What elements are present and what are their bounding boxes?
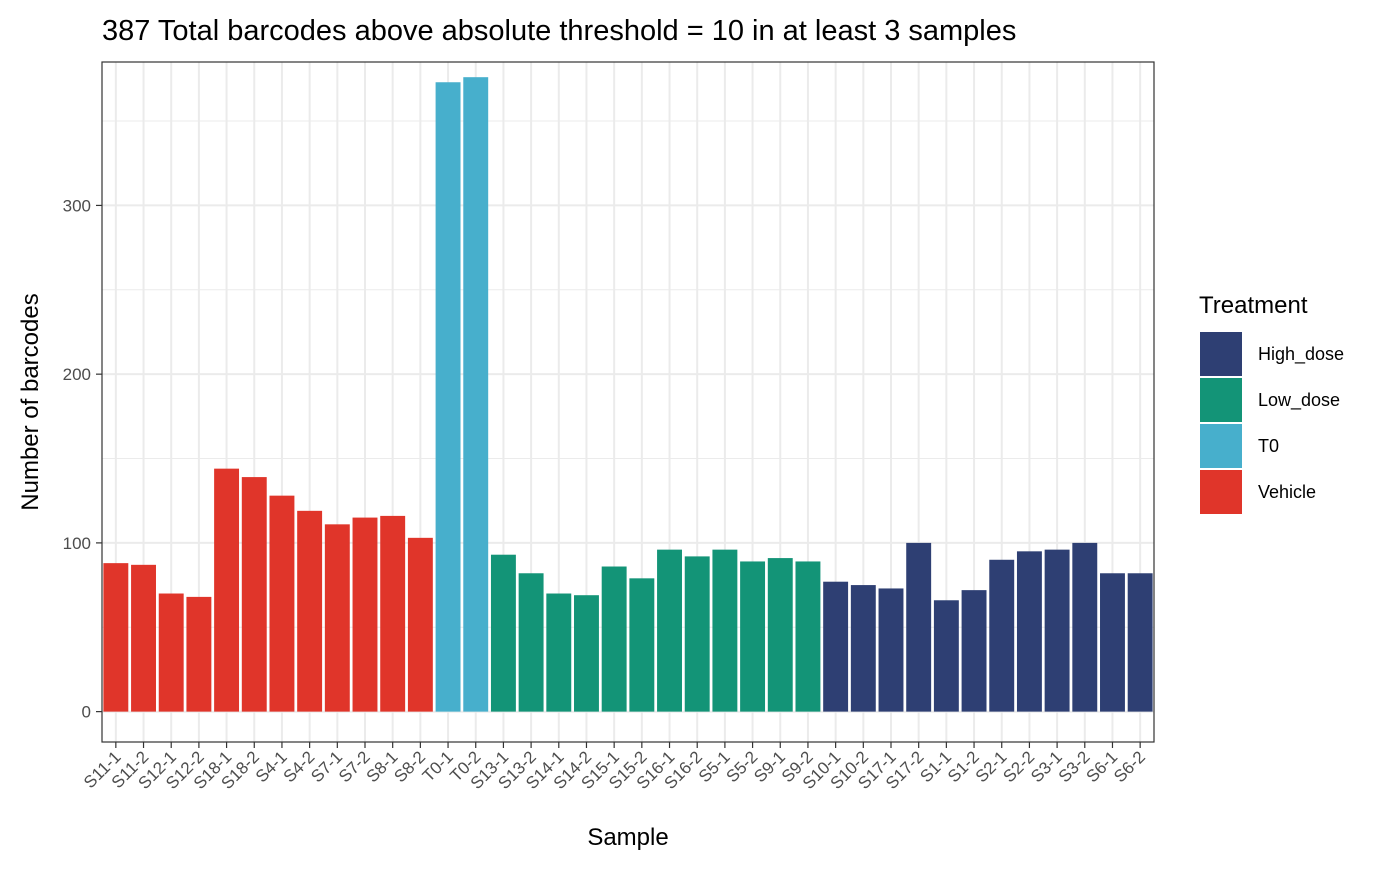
bar-S6-2 (1127, 573, 1153, 712)
y-axis: 0 100 200 300 (63, 196, 102, 722)
bar-S5-1 (712, 549, 738, 712)
bar-S14-1 (546, 593, 572, 712)
bar-S16-2 (684, 556, 710, 712)
bar-S17-2 (906, 542, 932, 712)
legend-swatch-Low_dose (1200, 378, 1242, 422)
y-tick-label: 200 (63, 365, 91, 384)
bar-S16-1 (657, 549, 682, 712)
x-tick-label: S6-2 (1110, 747, 1149, 786)
bar-T0-1 (435, 82, 461, 712)
bar-S8-1 (380, 515, 406, 712)
bar-S15-1 (601, 566, 627, 712)
bar-S3-1 (1044, 549, 1070, 712)
bar-S1-2 (961, 590, 987, 712)
bar-S9-1 (767, 558, 793, 712)
legend-label: Low_dose (1258, 390, 1340, 411)
y-axis-title: Number of barcodes (17, 293, 44, 510)
x-axis: S11-1S11-2S12-1S12-2S18-1S18-2S4-1S4-2S7… (80, 742, 1149, 793)
legend-label: Vehicle (1258, 482, 1316, 502)
bar-S6-1 (1100, 573, 1125, 712)
bar-S15-2 (629, 578, 655, 712)
bar-S2-2 (1016, 551, 1042, 712)
bar-S12-1 (158, 593, 184, 712)
bar-S14-2 (574, 595, 599, 712)
bar-S5-2 (740, 561, 766, 712)
legend-title: Treatment (1199, 292, 1308, 319)
x-axis-title: Sample (587, 824, 668, 851)
bar-T0-2 (463, 77, 489, 712)
bar-S12-2 (186, 596, 212, 712)
bar-S11-2 (131, 564, 156, 712)
bar-S2-1 (989, 559, 1015, 712)
bar-S8-2 (407, 537, 433, 712)
bar-S3-2 (1072, 542, 1098, 712)
y-tick-label: 0 (82, 703, 91, 722)
bar-S7-2 (352, 517, 378, 712)
bar-S9-2 (795, 561, 821, 712)
bar-S13-1 (490, 554, 516, 712)
bar-S18-1 (214, 468, 240, 712)
bars (103, 77, 1153, 712)
y-tick-label: 300 (63, 196, 91, 215)
bar-S4-2 (297, 510, 323, 712)
bar-S4-1 (269, 495, 295, 712)
legend-swatch-High_dose (1200, 332, 1242, 376)
bar-S1-1 (933, 600, 959, 712)
y-tick-label: 100 (63, 534, 91, 553)
legend: Treatment High_dose Low_dose T0 Vehicle (1199, 292, 1344, 514)
bar-S17-1 (878, 588, 904, 712)
chart-title: 387 Total barcodes above absolute thresh… (102, 15, 1016, 47)
bar-S10-2 (850, 585, 876, 712)
bar-S18-2 (241, 477, 267, 712)
legend-label: T0 (1258, 436, 1279, 456)
legend-swatch-T0 (1200, 424, 1242, 468)
bar-S11-1 (103, 563, 129, 712)
legend-swatch-Vehicle (1200, 470, 1242, 514)
plot-panel-border (101, 61, 1155, 743)
legend-label: High_dose (1258, 344, 1344, 365)
bar-S13-2 (518, 573, 544, 712)
bar-S7-1 (324, 524, 350, 712)
bar-S10-1 (823, 581, 849, 712)
